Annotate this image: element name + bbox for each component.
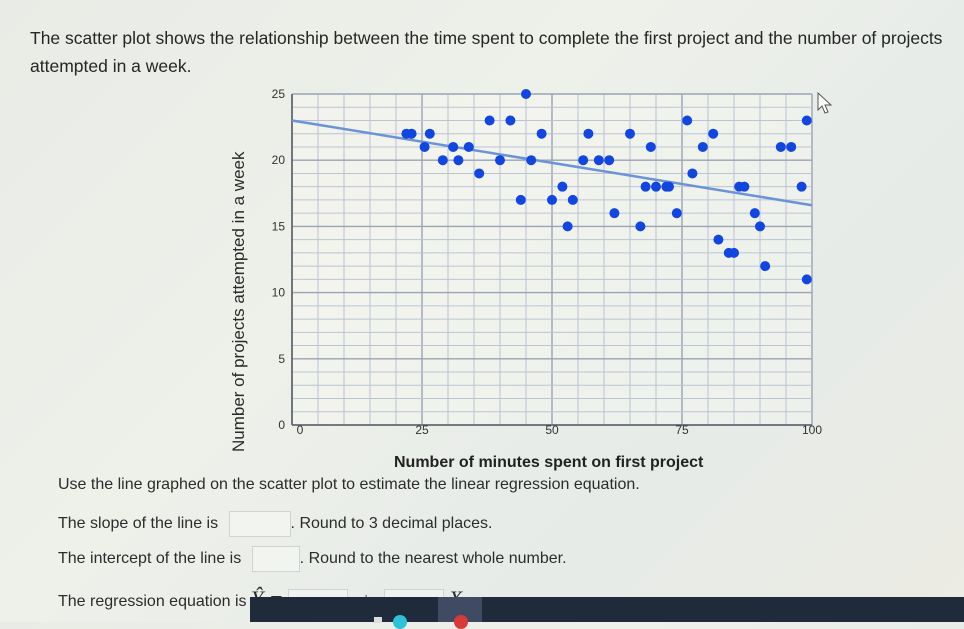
chrome-icon[interactable] (454, 615, 468, 629)
data-point (609, 208, 620, 219)
data-point (640, 181, 651, 192)
svg-text:15: 15 (272, 219, 286, 233)
data-point (536, 128, 547, 139)
x-axis-label: Number of minutes spent on first project (394, 454, 704, 471)
slope-prefix: The slope of the line is (58, 515, 219, 533)
instruction-text: Use the line graphed on the scatter plot… (58, 476, 640, 493)
data-point (583, 128, 594, 139)
data-point (760, 261, 771, 272)
data-points (401, 89, 812, 285)
svg-text:75: 75 (675, 423, 689, 437)
data-point (713, 234, 724, 245)
data-point (453, 155, 464, 166)
data-point (682, 115, 693, 126)
data-point (505, 115, 516, 126)
intercept-question: The intercept of the line is . Round to … (58, 546, 567, 572)
data-point (424, 128, 435, 139)
svg-text:0: 0 (278, 418, 285, 432)
data-point (604, 155, 615, 166)
data-point (567, 194, 578, 205)
regression-line (291, 119, 813, 207)
plot-grid (291, 93, 813, 426)
data-point (526, 155, 537, 166)
data-point (786, 141, 797, 152)
data-point (495, 155, 505, 166)
data-point (625, 128, 635, 139)
data-point (562, 221, 573, 232)
equation-prefix: The regression equation is (58, 593, 247, 610)
axis-ticks: 0 25 50 75 100 0 5 10 15 20 25 (272, 87, 823, 437)
svg-text:0: 0 (297, 423, 304, 437)
svg-text:5: 5 (278, 352, 285, 366)
svg-text:10: 10 (272, 286, 286, 300)
data-point (739, 181, 750, 192)
data-point (635, 221, 646, 232)
data-point (796, 181, 807, 192)
data-point (593, 155, 604, 166)
data-point (557, 181, 568, 192)
slope-question: The slope of the line is . Round to 3 de… (58, 511, 492, 537)
problem-intro: The scatter plot shows the relationship … (30, 28, 943, 76)
data-point (437, 155, 448, 166)
data-point (687, 168, 698, 179)
data-point (801, 115, 812, 126)
intercept-prefix: The intercept of the line is (58, 550, 242, 568)
svg-text:25: 25 (272, 87, 286, 101)
data-point (645, 141, 656, 152)
data-point (463, 141, 474, 152)
data-point (448, 141, 459, 152)
slope-suffix: . Round to 3 decimal places. (290, 515, 493, 533)
data-point (521, 89, 531, 99)
taskbar-app-icon[interactable] (374, 617, 382, 623)
intercept-input[interactable] (251, 546, 300, 572)
data-point (484, 115, 495, 126)
svg-text:25: 25 (415, 423, 429, 437)
intercept-suffix: . Round to the nearest whole number. (299, 550, 567, 568)
data-point (515, 194, 526, 205)
data-point (547, 194, 557, 205)
data-point (406, 128, 417, 139)
data-point (578, 155, 589, 166)
data-point (801, 274, 812, 285)
data-point (729, 247, 739, 258)
data-point (755, 221, 765, 232)
svg-text:100: 100 (802, 423, 822, 437)
taskbar (250, 597, 964, 629)
browser-icon[interactable] (393, 615, 407, 629)
data-point (749, 208, 760, 219)
data-point (775, 141, 786, 152)
slope-input[interactable] (228, 511, 291, 537)
data-point (664, 181, 674, 192)
data-point (419, 141, 430, 152)
svg-text:50: 50 (545, 423, 559, 437)
data-point (651, 181, 661, 192)
data-point (671, 208, 682, 219)
scatter-plot: 0 25 50 75 100 0 5 10 15 20 25 (272, 87, 833, 437)
mouse-cursor-icon (817, 91, 833, 114)
svg-text:20: 20 (272, 153, 286, 167)
data-point (697, 141, 708, 152)
data-point (474, 168, 485, 179)
data-point (708, 128, 719, 139)
